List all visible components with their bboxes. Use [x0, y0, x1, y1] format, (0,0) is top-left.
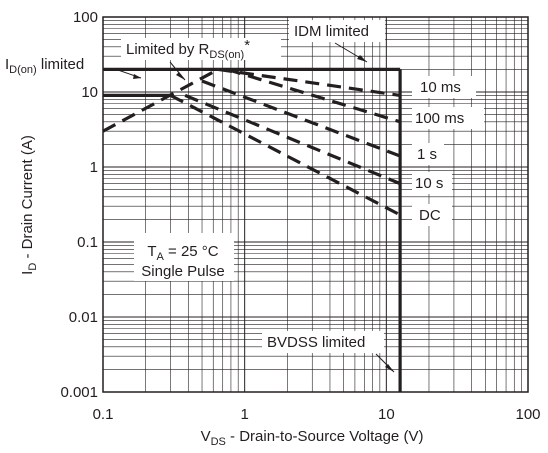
- x-tick-label: 1: [240, 406, 248, 423]
- curve-label-100ms: 100 ms: [412, 107, 484, 129]
- svg-text:10 s: 10 s: [415, 175, 443, 192]
- x-axis-title-main: V: [201, 428, 211, 445]
- series-line-10-ms: [217, 67, 401, 97]
- y-axis-title-sub: D: [27, 263, 39, 271]
- grid: [102, 17, 528, 393]
- x-tick-label: 100: [515, 406, 540, 423]
- single-pulse-label: Single Pulse: [141, 263, 224, 280]
- svg-text:100 ms: 100 ms: [415, 110, 464, 127]
- idm-arrowhead: [357, 55, 367, 62]
- bvdss-label: BVDSS limited: [267, 334, 365, 351]
- rds-arrowhead: [176, 72, 185, 80]
- y-tick-label: 0.001: [60, 384, 98, 401]
- annotation-conditions: TA = 25 °C Single Pulse: [134, 233, 234, 281]
- curve-label-10s: 10 s: [412, 172, 452, 194]
- ta-sub: A: [157, 251, 165, 263]
- idon-sub: D(on): [9, 64, 37, 76]
- annotation-bvdss: BVDSS limited: [262, 331, 384, 353]
- annotation-idon: ID(on) limited: [5, 56, 84, 76]
- x-axis-title: VDS - Drain-to-Source Voltage (V): [201, 428, 424, 448]
- x-tick-label: 0.1: [93, 406, 114, 423]
- y-axis-title-rest: - Drain Current (A): [19, 135, 36, 263]
- x-tick-label: 10: [378, 406, 395, 423]
- curve-label-10ms: 10 ms: [412, 76, 476, 98]
- ta-rest: = 25 °C: [164, 243, 219, 260]
- annotation-idm: IDM limited: [289, 20, 385, 42]
- svg-text:1 s: 1 s: [417, 146, 437, 163]
- y-tick-label: 0.01: [69, 309, 98, 326]
- y-tick-label: 1: [90, 159, 98, 176]
- x-axis-title-rest: - Drain-to-Source Voltage (V): [226, 428, 424, 445]
- rds-sub: DS(on): [209, 49, 244, 61]
- rds-post: *: [244, 37, 250, 54]
- y-tick-label: 10: [81, 84, 98, 101]
- series-layer: [102, 67, 402, 392]
- svg-text:ID(on) limited: ID(on) limited: [5, 56, 84, 76]
- annotation-rds: Limited by RDS(on)*: [121, 37, 281, 61]
- leader-arrows: [117, 42, 395, 373]
- idon-arrowhead: [133, 74, 141, 79]
- bvdss-arrowhead: [385, 364, 394, 372]
- tick-layer: 0.1 1 10 100 100 10 1 0.1 0.01 0.001: [60, 9, 540, 423]
- svg-text:DC: DC: [419, 207, 441, 224]
- y-tick-label: 0.1: [77, 234, 98, 251]
- ta-main: T: [147, 243, 156, 260]
- curve-label-1s: 1 s: [412, 143, 444, 165]
- idon-rest: limited: [37, 56, 85, 73]
- svg-text:Limited by RDS(on)*: Limited by RDS(on)*: [126, 37, 250, 61]
- y-axis-title: ID - Drain Current (A): [19, 135, 39, 275]
- svg-text:10 ms: 10 ms: [420, 79, 461, 96]
- idon-main: I: [5, 56, 9, 73]
- series-line-10-s: [184, 93, 401, 186]
- svg-text:TA = 25 °C: TA = 25 °C: [147, 243, 218, 263]
- rds-pre: Limited by R: [126, 41, 210, 58]
- y-axis-title-main: I: [19, 271, 36, 275]
- x-axis-title-sub: DS: [211, 436, 226, 448]
- idm-label: IDM limited: [294, 23, 369, 40]
- y-tick-label: 100: [73, 9, 98, 26]
- plot-frame: [102, 16, 529, 393]
- series-line-100-ms: [226, 67, 401, 124]
- series-line-1-s: [201, 79, 401, 158]
- curve-label-dc: DC: [412, 204, 452, 226]
